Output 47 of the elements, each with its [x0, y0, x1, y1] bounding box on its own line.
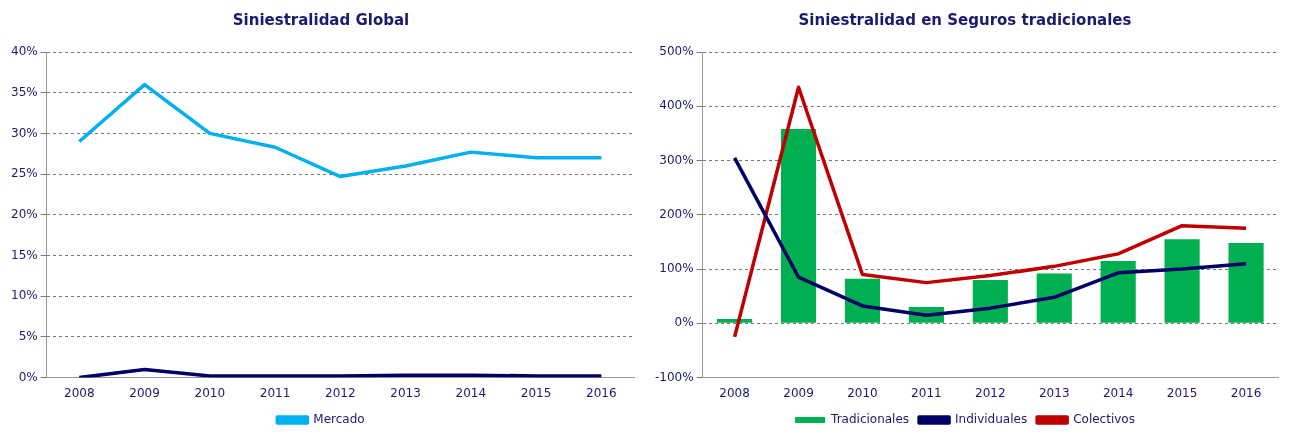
- bar: [1100, 260, 1136, 323]
- bar: [1164, 239, 1200, 323]
- y-tick-label: 10%: [11, 288, 38, 303]
- x-tick-label: 2016: [1230, 385, 1262, 400]
- bar: [844, 278, 881, 323]
- x-tick-label: 2008: [64, 385, 95, 400]
- y-tick-label: 35%: [11, 84, 38, 99]
- legend-label: Individuales: [955, 412, 1028, 427]
- y-tick-label: 500%: [659, 44, 694, 59]
- x-tick-label: 2015: [520, 385, 552, 400]
- y-tick-label: 20%: [11, 206, 38, 221]
- chart-title: Siniestralidad en Seguros tradicionales: [798, 10, 1132, 29]
- y-tick-label: -100%: [655, 369, 694, 384]
- x-tick-label: 2011: [259, 385, 291, 400]
- bar: [1036, 273, 1072, 323]
- x-tick-label: 2013: [1038, 385, 1070, 400]
- x-tick-label: 2016: [586, 385, 617, 400]
- x-tick-label: 2014: [455, 385, 487, 400]
- bar: [780, 129, 817, 323]
- y-tick-label: 5%: [18, 329, 38, 344]
- x-tick-label: 2008: [719, 385, 750, 400]
- legend-label: Tradicionales: [830, 412, 910, 427]
- x-tick-label: 2013: [390, 385, 421, 400]
- y-tick-label: 400%: [659, 98, 694, 113]
- x-tick-label: 2010: [194, 385, 226, 400]
- y-tick-label: 30%: [11, 125, 38, 140]
- x-tick-label: 2010: [847, 385, 878, 400]
- x-tick-label: 2011: [911, 385, 942, 400]
- y-tick-label: 40%: [11, 44, 38, 59]
- y-tick-label: 15%: [11, 247, 38, 262]
- y-tick-label: 300%: [659, 152, 694, 167]
- y-tick-label: 0%: [674, 315, 694, 330]
- y-tick-label: 25%: [11, 166, 38, 181]
- x-tick-label: 2009: [129, 385, 160, 400]
- x-tick-label: 2014: [1102, 385, 1134, 400]
- y-tick-label: 100%: [659, 261, 694, 276]
- legend-label: Colectivos: [1073, 412, 1135, 427]
- x-tick-label: 2009: [783, 385, 814, 400]
- bar: [972, 279, 1008, 323]
- x-tick-label: 2015: [1166, 385, 1198, 400]
- x-tick-label: 2012: [325, 385, 356, 400]
- bar: [1228, 243, 1264, 323]
- y-tick-label: 200%: [659, 206, 694, 221]
- chart-title: Siniestralidad Global: [232, 10, 410, 29]
- x-tick-label: 2012: [975, 385, 1006, 400]
- y-tick-label: 0%: [18, 369, 38, 384]
- legend-label: Mercado: [313, 412, 365, 427]
